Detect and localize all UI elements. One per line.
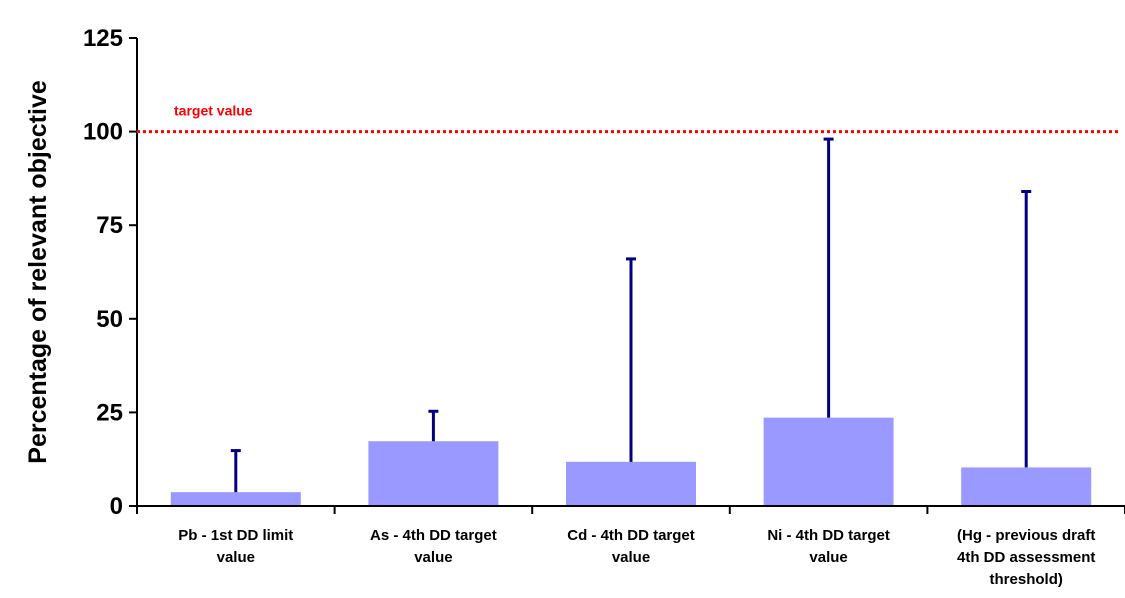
bar-4 [961, 467, 1092, 506]
x-tick-label-1: As - 4th DD target value [370, 527, 497, 566]
y-tick-label-5: 125 [83, 25, 123, 52]
bar-1 [368, 441, 499, 506]
y-tick-label-4: 100 [83, 119, 123, 146]
y-tick-label-0: 0 [110, 493, 123, 520]
x-tick-label-3: Ni - 4th DD target value [767, 527, 890, 566]
x-tick-label-2: Cd - 4th DD target value [567, 527, 695, 566]
y-tick-label-2: 50 [96, 306, 123, 333]
y-tick-label-1: 25 [96, 399, 123, 426]
y-tick-label-3: 75 [96, 212, 123, 239]
bar-0 [170, 492, 301, 506]
bar-2 [566, 461, 696, 506]
bar-3 [763, 417, 894, 506]
x-tick-label-4: (Hg - previous draft 4th DD assessment thr… [957, 527, 1095, 588]
y-axis-label: Percentage of relevant objective [24, 80, 52, 464]
plot-area: 0 25 50 75 100 125 Pb - 1st DD limit value As - … [83, 25, 1125, 588]
x-tick-label-0: Pb - 1st DD limit value [178, 527, 293, 566]
target-value-label: target value [174, 103, 253, 119]
